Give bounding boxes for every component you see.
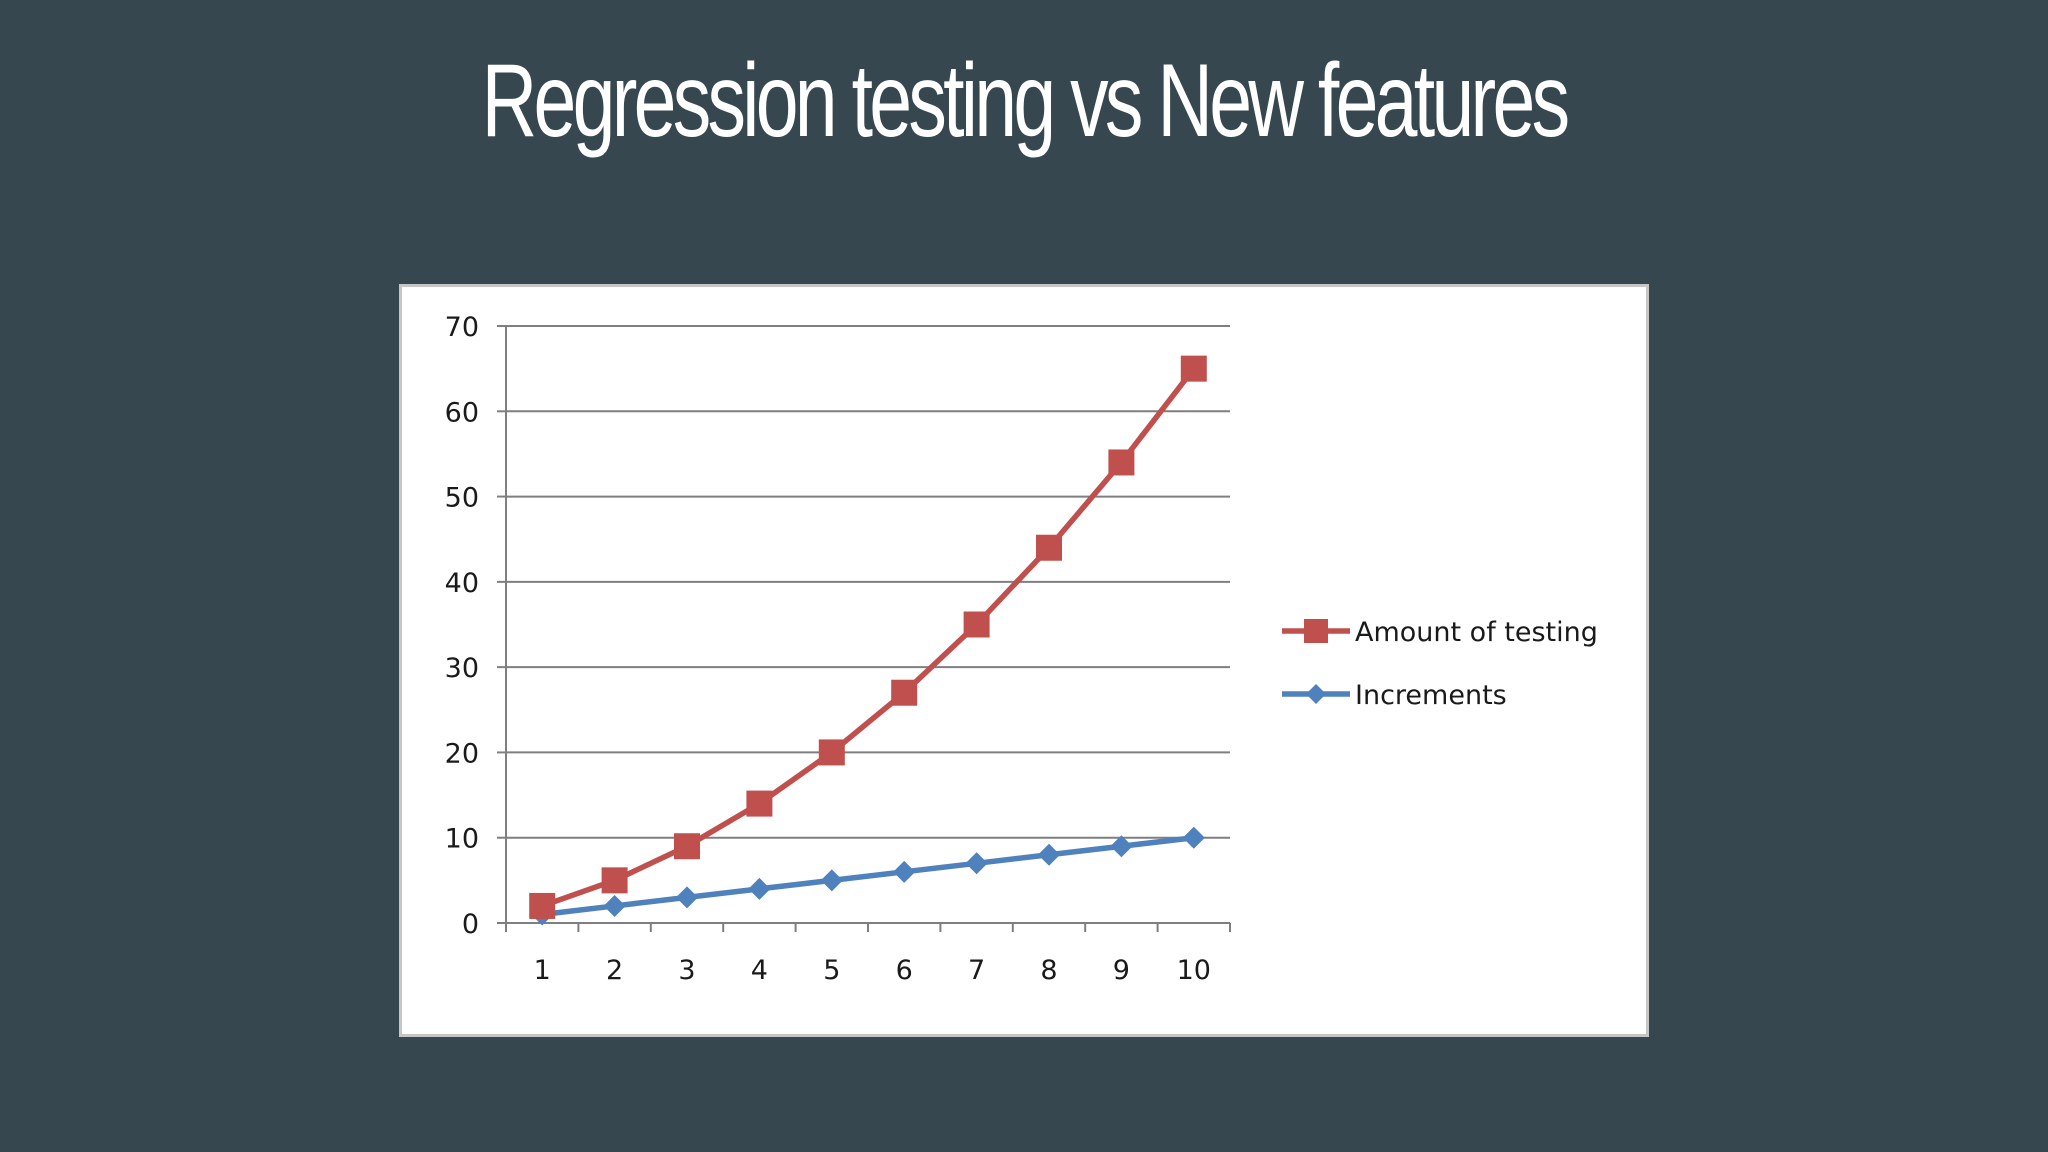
series-line-amount-of-testing xyxy=(541,366,1196,909)
y-tick-label: 50 xyxy=(445,483,479,514)
x-tick-label: 7 xyxy=(968,955,985,986)
line-chart: 0 10 20 30 40 50 60 70 1 2 3 4 5 6 7 8 9 10 Amount of test… xyxy=(445,312,1598,986)
data-point-increments xyxy=(893,860,916,883)
x-tick-label: 5 xyxy=(823,955,840,986)
y-tick-label: 20 xyxy=(445,738,479,769)
chart-frame: 0 10 20 30 40 50 60 70 1 2 3 4 5 6 7 8 9 10 Amount of test… xyxy=(399,284,1649,1037)
x-tick-label: 4 xyxy=(751,955,768,986)
y-tick-label: 70 xyxy=(445,312,479,343)
legend-label-amount-of-testing: Amount of testing xyxy=(1355,617,1598,648)
y-tick-label: 30 xyxy=(445,653,479,684)
series-line-increments xyxy=(541,834,1195,918)
data-point-increments xyxy=(965,852,988,875)
data-point-increments xyxy=(1038,843,1060,866)
data-point-amount-of-testing xyxy=(963,611,990,638)
x-tick-label: 2 xyxy=(606,955,623,986)
data-point-increments xyxy=(748,877,771,900)
y-tick-label: 0 xyxy=(462,909,479,940)
data-point-amount-of-testing xyxy=(818,739,845,766)
data-point-increments xyxy=(1182,826,1205,849)
legend-marker-increments xyxy=(1306,684,1326,704)
data-point-increments xyxy=(1110,835,1133,858)
data-point-amount-of-testing xyxy=(1180,355,1207,382)
x-tick-label: 9 xyxy=(1113,955,1130,986)
data-point-increments xyxy=(603,894,626,917)
y-tick-label: 60 xyxy=(445,397,479,428)
data-point-amount-of-testing xyxy=(674,833,700,860)
legend-label-increments: Increments xyxy=(1355,680,1507,711)
y-tick-label: 10 xyxy=(445,824,479,855)
y-tick-label: 40 xyxy=(445,568,479,599)
data-point-amount-of-testing xyxy=(1036,534,1062,561)
x-tick-label: 10 xyxy=(1177,955,1211,986)
data-point-increments xyxy=(676,886,698,909)
x-tick-label: 6 xyxy=(896,955,913,986)
data-point-amount-of-testing xyxy=(601,867,628,894)
data-point-amount-of-testing xyxy=(529,892,556,919)
data-point-amount-of-testing xyxy=(891,679,918,706)
slide-title: Regression testing vs New features xyxy=(481,43,1570,159)
legend-marker-amount-of-testing xyxy=(1304,619,1328,643)
data-point-increments xyxy=(820,869,843,892)
x-tick-label: 1 xyxy=(534,955,551,986)
x-tick-label: 8 xyxy=(1040,955,1057,986)
data-point-amount-of-testing xyxy=(1108,449,1135,476)
x-tick-label: 3 xyxy=(678,955,695,986)
data-point-amount-of-testing xyxy=(746,790,773,817)
